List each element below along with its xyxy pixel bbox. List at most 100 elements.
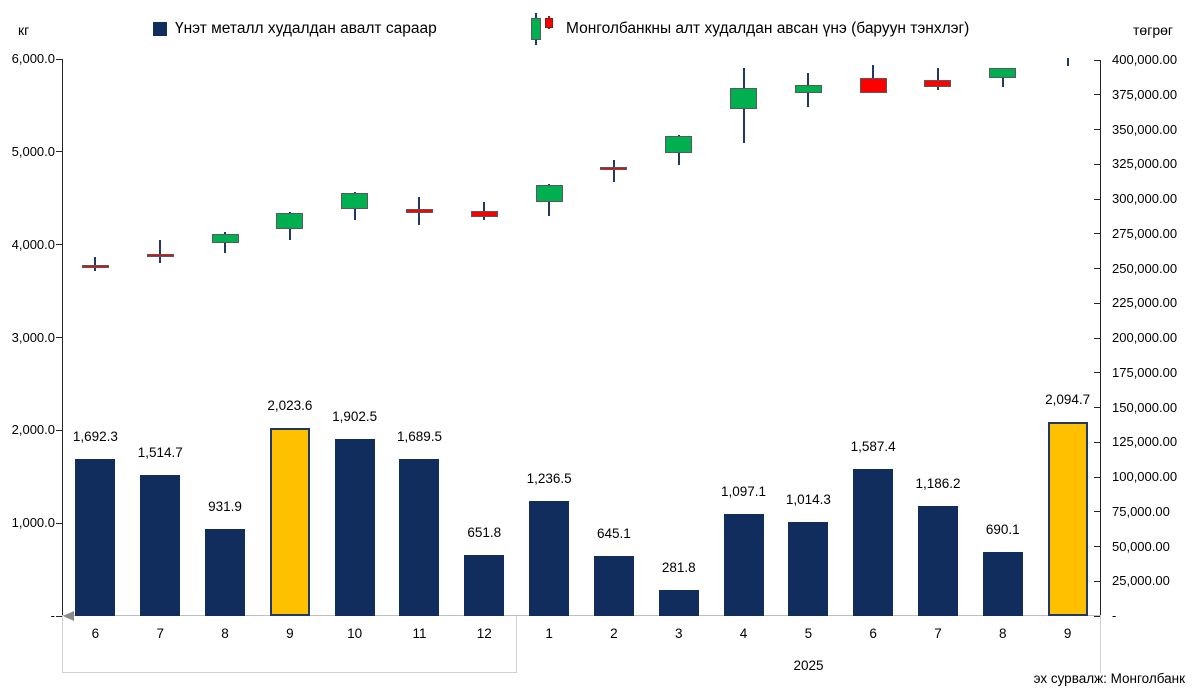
right-axis-tick-label: 200,000.00 [1112, 330, 1178, 345]
right-axis-tick [1094, 511, 1100, 513]
category-separator-mid [516, 616, 517, 673]
bar-value-label: 2,094.7 [1045, 391, 1091, 407]
candle-body-up [730, 87, 758, 109]
axis-scroll-arrow-icon [63, 611, 74, 621]
bar-series-swatch-icon [153, 22, 167, 36]
legend-candles-label: Монголбанкны алт худалдан авсан үнэ (бар… [566, 20, 970, 37]
right-axis-tick [1094, 546, 1100, 547]
bar-value-label: 1,692.3 [72, 428, 118, 444]
left-axis-line [62, 59, 63, 616]
left-axis-tick-label: 1,000.0 [11, 515, 55, 531]
right-axis-tick [1094, 615, 1100, 617]
right-axis-title: төгрөг [1133, 22, 1173, 38]
right-axis-tick [1094, 337, 1100, 339]
candle-wick [159, 240, 162, 263]
x-axis-month-label: 12 [476, 626, 492, 641]
right-axis-tick [1094, 59, 1100, 61]
bar-value-label: 645.1 [597, 526, 631, 542]
right-axis-tick-label: - [1112, 608, 1117, 623]
left-axis-tick-label: 6,000.0 [11, 51, 55, 66]
candle-body-down [470, 210, 498, 218]
bar [853, 468, 894, 616]
bar-value-label: 1,514.7 [137, 445, 183, 461]
bar-value-label: 651.8 [467, 525, 502, 541]
x-axis-month-label: 9 [286, 626, 294, 641]
right-axis-tick [1094, 94, 1100, 96]
bar-highlighted [1047, 421, 1088, 616]
bar-value-label: 281.8 [661, 559, 696, 575]
right-axis-tick-label: 175,000.00 [1112, 364, 1178, 380]
bar [529, 501, 570, 616]
bar [593, 556, 634, 616]
candle-body-up [211, 234, 239, 243]
x-axis-month-label: 7 [934, 626, 942, 641]
candle-body-down [600, 167, 628, 170]
candle-wick [1066, 57, 1069, 67]
x-axis-month-label: 8 [221, 626, 229, 641]
left-axis-tick [56, 429, 62, 431]
right-axis-line [1100, 60, 1101, 616]
right-axis-tick-label: 400,000.00 [1112, 52, 1178, 67]
right-axis-tick-label: 150,000.00 [1112, 399, 1178, 415]
right-axis-tick-label: 375,000.00 [1112, 86, 1178, 102]
candle-body-up [535, 185, 563, 203]
candle-body-down [81, 265, 109, 269]
source-note: эх сурвалж: Монголбанк [1033, 671, 1185, 686]
right-axis-tick [1094, 198, 1100, 200]
bar-value-label: 931.9 [208, 499, 242, 515]
bar-highlighted [269, 428, 310, 616]
right-axis-tick-label: 100,000.00 [1112, 469, 1178, 484]
x-axis-month-label: 3 [674, 626, 683, 641]
bar [982, 551, 1023, 616]
x-axis-month-label: 7 [156, 626, 164, 641]
right-axis-tick-label: 300,000.00 [1112, 191, 1178, 206]
left-axis-tick [56, 151, 62, 153]
right-axis-tick [1094, 372, 1100, 374]
candlestick-legend-icon [530, 11, 558, 47]
right-axis-tick-label: 325,000.00 [1112, 156, 1178, 172]
bar-value-label: 1,902.5 [332, 409, 378, 425]
right-axis-tick [1094, 268, 1100, 269]
left-axis-tick-label: 5,000.0 [11, 143, 55, 159]
left-axis-tick [56, 522, 62, 524]
candle-body-down [405, 208, 433, 213]
candle-body-down [146, 253, 174, 257]
right-axis-tick-label: 350,000.00 [1112, 121, 1178, 137]
candle-body-up [794, 85, 822, 93]
left-axis-tick [56, 337, 62, 338]
candle-body-up [276, 212, 304, 229]
candle-body-up [665, 135, 693, 154]
category-separator-right [1100, 616, 1101, 673]
right-axis-tick-label: 275,000.00 [1112, 225, 1178, 241]
left-axis-tick [56, 244, 62, 246]
x-axis-month-label: 11 [412, 626, 427, 641]
right-axis-tick-label: 250,000.00 [1112, 260, 1178, 276]
bar [75, 458, 116, 616]
candle-body-down [859, 78, 887, 93]
candle-wick [483, 201, 486, 220]
right-axis-tick-label: 50,000.00 [1112, 538, 1170, 554]
x-axis-month-label: 9 [1063, 626, 1072, 641]
left-axis-tick-label: - [50, 608, 55, 623]
x-axis-month-label: 6 [91, 626, 100, 641]
legend-bars-label: Үнэт металл худалдан авалт сараар [175, 20, 437, 37]
left-axis-tick-label: 3,000.0 [11, 329, 55, 345]
legend-item-candles: Монголбанкны алт худалдан авсан үнэ (бар… [530, 11, 969, 47]
right-axis-tick [1094, 233, 1100, 235]
x-axis-month-label: 4 [739, 626, 748, 641]
bar-value-label: 1,097.1 [721, 484, 767, 500]
candle-wick [94, 257, 97, 271]
x-axis-month-label: 6 [869, 626, 877, 641]
right-axis-tick-label: 125,000.00 [1112, 434, 1178, 450]
bar [658, 589, 699, 616]
left-axis-title: кг [18, 22, 30, 38]
bar [788, 521, 829, 616]
left-axis-tick [56, 58, 62, 60]
category-separator-left [62, 616, 63, 673]
candle-body-up [989, 68, 1017, 79]
right-axis-tick [1094, 580, 1100, 582]
right-axis-tick [1094, 163, 1100, 165]
year-group-label: 2025 [793, 658, 824, 673]
